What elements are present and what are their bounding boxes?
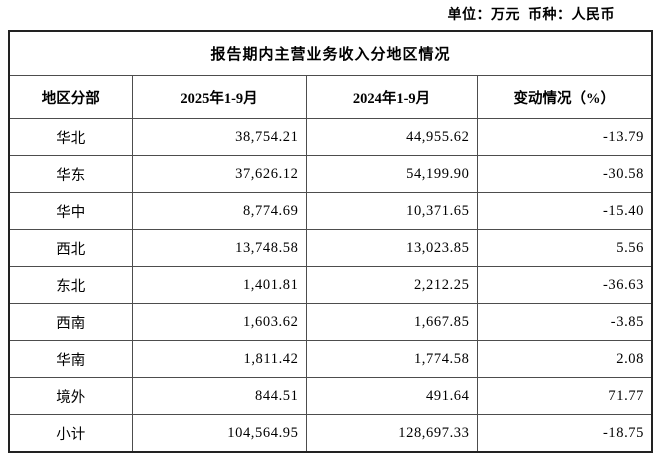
revenue-by-region-table: 报告期内主营业务收入分地区情况 地区分部 2025年1-9月 2024年1-9月… <box>8 30 654 453</box>
change-cell: -3.85 <box>476 303 653 341</box>
table-row-dongbei: 东北 1,401.81 2,212.25 -36.63 <box>8 266 653 304</box>
region-cell: 小计 <box>8 414 133 453</box>
value-2025-cell: 37,626.12 <box>131 155 307 193</box>
region-cell: 华中 <box>8 192 133 230</box>
value-2024-cell: 1,667.85 <box>305 303 478 341</box>
change-cell: -13.79 <box>476 118 653 156</box>
value-2025-cell: 1,811.42 <box>131 340 307 378</box>
region-cell: 西北 <box>8 229 133 267</box>
value-2024-cell: 128,697.33 <box>305 414 478 453</box>
value-2024-cell: 1,774.58 <box>305 340 478 378</box>
value-2024-cell: 2,212.25 <box>305 266 478 304</box>
table-row-xinan: 西南 1,603.62 1,667.85 -3.85 <box>8 303 653 341</box>
region-cell: 华南 <box>8 340 133 378</box>
change-cell: 71.77 <box>476 377 653 415</box>
value-2025-cell: 104,564.95 <box>131 414 307 453</box>
table-row-huanan: 华南 1,811.42 1,774.58 2.08 <box>8 340 653 378</box>
table-title-row: 报告期内主营业务收入分地区情况 <box>8 30 653 76</box>
value-2024-cell: 491.64 <box>305 377 478 415</box>
column-header-2024: 2024年1-9月 <box>305 75 478 119</box>
table-row-subtotal: 小计 104,564.95 128,697.33 -18.75 <box>8 414 653 453</box>
value-2025-cell: 1,603.62 <box>131 303 307 341</box>
region-cell: 境外 <box>8 377 133 415</box>
table-row-xibei: 西北 13,748.58 13,023.85 5.56 <box>8 229 653 267</box>
unit-note: 单位：万元 币种：人民币 <box>447 8 615 23</box>
value-2024-cell: 44,955.62 <box>305 118 478 156</box>
table-header-row: 地区分部 2025年1-9月 2024年1-9月 变动情况（%） <box>8 75 653 119</box>
change-cell: -18.75 <box>476 414 653 453</box>
value-2025-cell: 8,774.69 <box>131 192 307 230</box>
change-cell: 2.08 <box>476 340 653 378</box>
table-title: 报告期内主营业务收入分地区情况 <box>8 30 653 76</box>
value-2024-cell: 10,371.65 <box>305 192 478 230</box>
region-cell: 华东 <box>8 155 133 193</box>
table-row-jingwai: 境外 844.51 491.64 71.77 <box>8 377 653 415</box>
region-cell: 东北 <box>8 266 133 304</box>
table-row-huabei: 华北 38,754.21 44,955.62 -13.79 <box>8 118 653 156</box>
value-2025-cell: 13,748.58 <box>131 229 307 267</box>
value-2025-cell: 1,401.81 <box>131 266 307 304</box>
value-2024-cell: 54,199.90 <box>305 155 478 193</box>
change-cell: -15.40 <box>476 192 653 230</box>
change-cell: -30.58 <box>476 155 653 193</box>
change-cell: 5.56 <box>476 229 653 267</box>
column-header-region: 地区分部 <box>8 75 133 119</box>
region-cell: 华北 <box>8 118 133 156</box>
value-2025-cell: 38,754.21 <box>131 118 307 156</box>
value-2025-cell: 844.51 <box>131 377 307 415</box>
value-2024-cell: 13,023.85 <box>305 229 478 267</box>
column-header-2025: 2025年1-9月 <box>131 75 307 119</box>
table-row-huadong: 华东 37,626.12 54,199.90 -30.58 <box>8 155 653 193</box>
change-cell: -36.63 <box>476 266 653 304</box>
region-cell: 西南 <box>8 303 133 341</box>
column-header-change: 变动情况（%） <box>476 75 653 119</box>
table-row-huazhong: 华中 8,774.69 10,371.65 -15.40 <box>8 192 653 230</box>
